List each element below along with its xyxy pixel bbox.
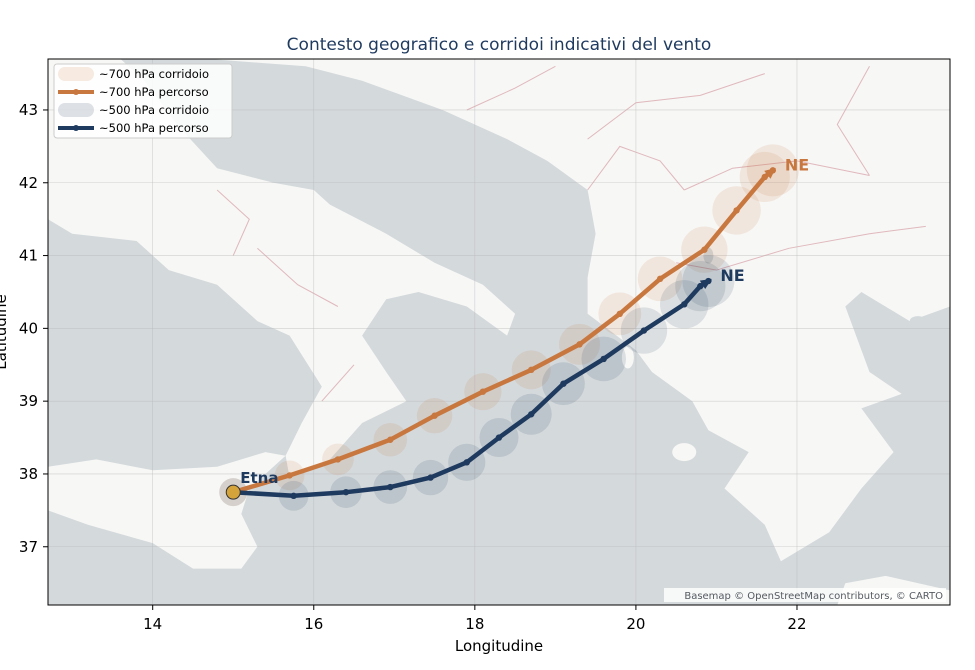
y-tick-label: 37: [19, 538, 38, 556]
path-700-point: [431, 412, 438, 419]
legend-label: ~500 hPa corridoio: [99, 103, 209, 117]
map-area[interactable]: NE NE Etna Basemap © OpenStreetMap contrib…: [48, 59, 950, 605]
legend-swatch-dot: [73, 125, 79, 131]
italy-peninsula-land: [48, 59, 516, 478]
legend-swatch-dot: [73, 89, 79, 95]
path-500-point: [697, 282, 704, 290]
legend-label: ~500 hPa percorso: [99, 121, 209, 135]
x-tick-label: 16: [304, 615, 323, 633]
y-tick-label: 42: [19, 174, 38, 192]
path-500-point: [495, 434, 503, 441]
borders-layer: [216, 65, 926, 402]
path-700-point: [286, 472, 293, 479]
legend-swatch-band: [58, 103, 94, 117]
y-axis-label: Latitudine: [0, 294, 10, 369]
path-700-point: [528, 366, 535, 374]
path-700-arrowhead: [764, 167, 776, 179]
border-line: [587, 145, 685, 191]
legend: ~700 hPa corridoio ~700 hPa percorso ~500 …: [53, 63, 233, 139]
path-500-point: [463, 459, 470, 466]
path-500-point: [290, 492, 297, 499]
path-700-point: [387, 436, 394, 443]
x-tick-label: 14: [143, 615, 162, 633]
legend-label: ~700 hPa corridoio: [99, 67, 209, 81]
path-700-line: [230, 168, 776, 495]
x-tick-label: 22: [787, 615, 806, 633]
y-tick-label: 41: [19, 247, 38, 265]
corfu-land: [621, 346, 634, 369]
path-700-point: [479, 388, 487, 395]
path-500-point: [387, 483, 394, 491]
etna-label: Etna: [240, 469, 278, 487]
path-500-point: [640, 327, 648, 334]
path-700-point: [701, 246, 708, 253]
path-500-point: [528, 411, 535, 418]
x-tick-label: 20: [626, 615, 645, 633]
path-500-point: [342, 488, 350, 496]
path-500-arrowhead: [699, 278, 712, 289]
route-paths: [230, 168, 776, 499]
route-markers: NE NE Etna: [225, 155, 809, 500]
border-line: [836, 66, 870, 176]
axis-ticks: 14 16 18 20 22 37 38 39 40 41 42 43: [19, 101, 807, 633]
legend-label: ~700 hPa percorso: [99, 85, 209, 99]
balkans-land: [209, 59, 950, 562]
legend-swatch-band: [58, 67, 94, 81]
border-line: [257, 247, 339, 307]
path-700-point: [616, 310, 624, 317]
attribution-box: Basemap © OpenStreetMap contributors, © …: [664, 588, 946, 602]
gulf-water: [909, 316, 926, 327]
path-500-point: [600, 355, 607, 363]
x-tick-label: 18: [465, 615, 484, 633]
border-line: [321, 364, 355, 402]
path-700-point: [334, 456, 342, 463]
path-500-line: [230, 278, 711, 499]
etna-marker[interactable]: [225, 484, 241, 500]
y-tick-label: 38: [19, 465, 38, 483]
legend-frame: [53, 63, 233, 139]
border-line: [216, 189, 250, 256]
border-line: [683, 160, 870, 191]
path-700-point: [576, 341, 583, 348]
y-tick-label: 39: [19, 392, 38, 410]
border-line: [587, 73, 765, 140]
border-line: [466, 65, 556, 111]
path-500-end-label: NE: [720, 266, 744, 285]
y-tick-label: 40: [19, 319, 38, 337]
y-tick-label: 43: [19, 101, 38, 119]
path-500-point: [427, 474, 434, 481]
border-line: [676, 225, 926, 271]
path-700-point: [761, 173, 768, 181]
sicily-land: [48, 452, 286, 569]
path-700-point: [733, 207, 740, 214]
path-700-end-label: NE: [785, 155, 809, 174]
gridlines: [48, 59, 950, 605]
path-500-point: [681, 301, 688, 308]
chart-title: Contesto geografico e corridoi indicativ…: [287, 35, 712, 55]
axes-frame: [47, 58, 951, 606]
x-axis-label: Longitudine: [455, 637, 543, 655]
attribution-text: Basemap © OpenStreetMap contributors, © …: [684, 591, 943, 602]
path-700-point: [656, 275, 664, 283]
ionian-island-land: [672, 443, 697, 462]
path-500-point: [560, 380, 567, 387]
